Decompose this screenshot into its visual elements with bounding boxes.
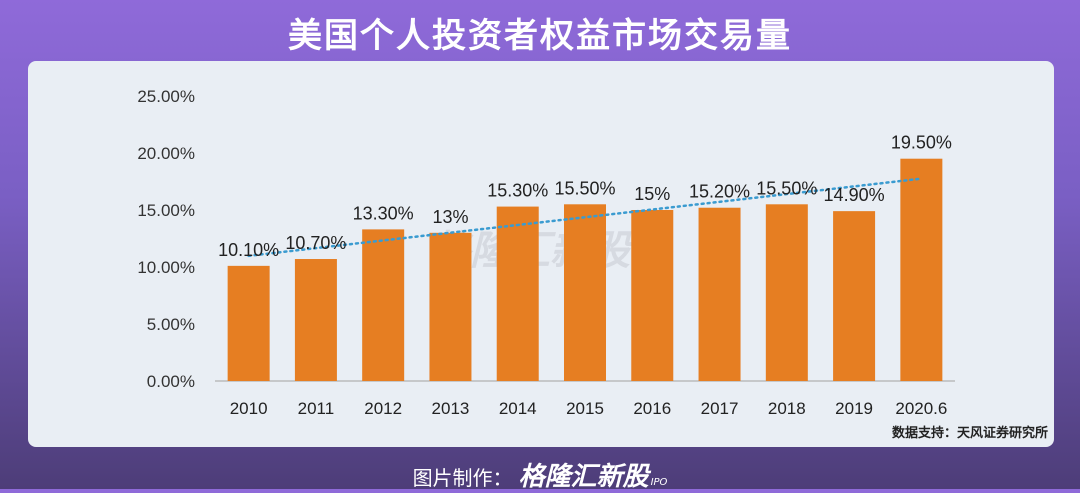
bar-2011 <box>294 259 337 381</box>
data-label: 15.20% <box>689 182 750 202</box>
x-tick-label: 2015 <box>566 399 604 418</box>
data-label: 13.30% <box>353 203 414 223</box>
y-tick-label: 0.00% <box>147 372 195 391</box>
x-tick-label: 2020.6 <box>895 399 947 418</box>
bar-2012 <box>362 229 405 381</box>
data-label: 15.50% <box>554 178 615 198</box>
chart-panel <box>28 61 1054 447</box>
data-label: 13% <box>432 207 468 227</box>
x-tick-label: 2014 <box>499 399 537 418</box>
source-note: 数据支持：天风证券研究所 <box>891 426 1048 441</box>
bar-2019 <box>833 211 876 381</box>
x-tick-label: 2016 <box>633 399 671 418</box>
footer-brand-logo: 格隆汇新股 <box>518 462 649 492</box>
data-label: 10.10% <box>218 240 279 260</box>
x-tick-label: 2012 <box>364 399 402 418</box>
bar-2020.6 <box>900 158 943 381</box>
bar-2018 <box>765 204 808 381</box>
y-tick-label: 10.00% <box>137 258 195 277</box>
x-tick-label: 2013 <box>432 399 470 418</box>
data-label: 15% <box>634 184 670 204</box>
bar-2010 <box>227 265 270 381</box>
data-label: 10.70% <box>285 233 346 253</box>
x-tick-label: 2018 <box>768 399 806 418</box>
chart-title: 美国个人投资者权益市场交易量 <box>288 16 792 56</box>
y-tick-label: 20.00% <box>137 144 195 163</box>
bar-2014 <box>496 206 539 381</box>
bar-2017 <box>698 207 741 381</box>
x-tick-label: 2017 <box>701 399 739 418</box>
footer-credit: 图片制作： 格隆汇新股 IPO <box>0 456 1080 493</box>
bar-2013 <box>429 232 472 381</box>
x-tick-label: 2019 <box>835 399 873 418</box>
trend-line <box>247 177 923 258</box>
y-tick-label: 15.00% <box>137 201 195 220</box>
x-tick-label: 2010 <box>230 399 268 418</box>
data-label: 15.50% <box>756 178 817 198</box>
y-tick-label: 25.00% <box>137 87 195 106</box>
data-label: 19.50% <box>891 133 952 153</box>
footer-ipo: IPO <box>650 477 668 488</box>
y-tick-label: 5.00% <box>147 315 195 334</box>
data-label: 14.90% <box>824 185 885 205</box>
data-label: 15.30% <box>487 181 548 201</box>
footer-label: 图片制作： <box>412 466 513 490</box>
x-tick-label: 2011 <box>298 399 335 418</box>
bar-2016 <box>631 210 674 381</box>
bar-2015 <box>564 204 606 381</box>
